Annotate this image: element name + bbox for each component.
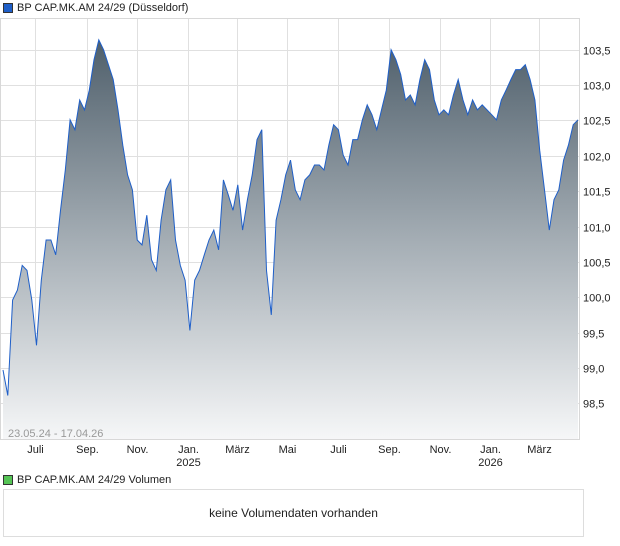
x-tick-label: Nov. [127,444,149,456]
x-tick-label: Jan. [178,444,199,456]
x-tick-label: Mai [279,444,297,456]
x-tick-label: Juli [330,444,347,456]
plot-frame [0,18,580,440]
x-tick-label: März [225,444,249,456]
y-tick-label: 103,0 [583,81,611,93]
price-chart: 23.05.24 - 17.04.26 98,5 99,0 99,5 100,0 100… [0,18,611,469]
y-tick-label: 100,5 [583,258,611,270]
volume-panel: keine Volumendaten vorhanden [3,489,584,537]
price-legend-swatch [3,3,13,13]
volume-legend-swatch [3,475,13,485]
price-line [2,38,579,396]
y-tick-label: 103,5 [583,46,611,58]
x-tick-label: Nov. [430,444,452,456]
price-area [3,39,578,441]
x-tick-label: Sep. [76,444,99,456]
volume-legend-label: BP CAP.MK.AM 24/29 Volumen [17,474,172,486]
y-tick-label: 99,5 [583,329,604,341]
x-tick-year: 2025 [176,457,200,469]
y-tick-label: 102,5 [583,116,611,128]
y-tick-label: 98,5 [583,399,604,411]
y-tick-label: 100,0 [583,293,611,305]
y-tick-label: 99,0 [583,364,604,376]
date-range-label: 23.05.24 - 17.04.26 [8,428,103,440]
y-tick-label: 101,0 [583,223,611,235]
y-tick-label: 102,0 [583,152,611,164]
x-tick-label: Jan. [480,444,501,456]
volume-legend: BP CAP.MK.AM 24/29 Volumen [3,474,171,486]
x-tick-label: Sep. [378,444,401,456]
x-tick-label: März [527,444,551,456]
price-legend-label: BP CAP.MK.AM 24/29 (Düsseldorf) [17,2,189,14]
y-tick-label: 101,5 [583,187,611,199]
x-tick-year: 2026 [478,457,502,469]
x-tick-label: Juli [27,444,44,456]
price-legend: BP CAP.MK.AM 24/29 (Düsseldorf) [3,2,188,14]
volume-empty-message: keine Volumendaten vorhanden [209,506,378,520]
